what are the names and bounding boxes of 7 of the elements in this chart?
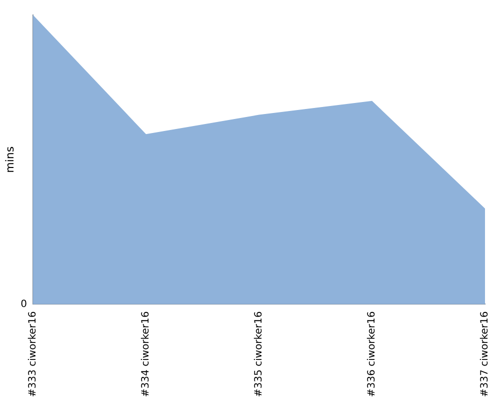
x-tick-label: #335 ciworker16	[254, 311, 265, 398]
x-tick-label: #333 ciworker16	[28, 311, 39, 398]
y-axis-title: mins	[3, 146, 16, 173]
x-tick-label: #334 ciworker16	[140, 311, 152, 398]
x-tick-label: #336 ciworker16	[366, 311, 378, 398]
x-tick-label: #337 ciworker16	[480, 311, 491, 398]
text: 0	[20, 298, 27, 310]
